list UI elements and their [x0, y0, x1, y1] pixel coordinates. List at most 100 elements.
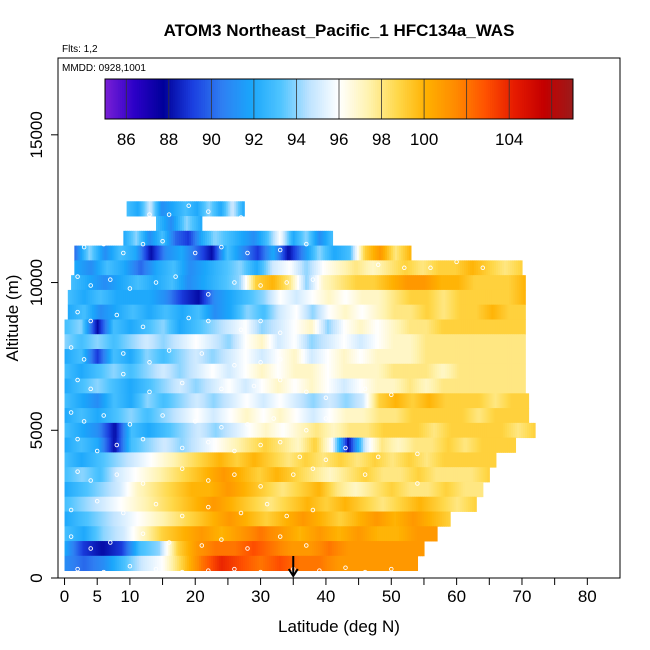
heatmap-cell — [161, 304, 165, 320]
heatmap-cell — [126, 422, 130, 439]
heatmap-cell — [369, 319, 372, 335]
heatmap-cell — [240, 422, 244, 439]
heatmap-cell — [132, 260, 135, 276]
heatmap-cell — [482, 260, 485, 276]
sample-point — [389, 392, 394, 398]
sample-point — [121, 351, 126, 356]
heatmap-cell — [192, 319, 196, 335]
heatmap-cell — [183, 304, 187, 320]
heatmap-cell — [395, 555, 398, 572]
heatmap-cell — [204, 408, 208, 424]
heatmap-cell — [451, 304, 454, 320]
heatmap-cell — [184, 467, 188, 483]
heatmap-cell — [122, 363, 126, 379]
heatmap-cell — [132, 496, 136, 512]
heatmap-cell — [245, 289, 249, 306]
heatmap-cell — [80, 481, 84, 498]
heatmap-cell — [72, 349, 76, 365]
heatmap-cell — [398, 511, 401, 527]
heatmap-cell — [162, 201, 166, 217]
heatmap-cell — [252, 511, 255, 527]
heatmap-cell — [376, 422, 380, 439]
heatmap-cell — [513, 275, 516, 291]
heatmap-cell — [144, 541, 148, 557]
heatmap-cell — [385, 363, 388, 379]
heatmap-cell — [298, 319, 302, 335]
heatmap-cell — [150, 378, 154, 394]
heatmap-cell — [162, 378, 166, 394]
heatmap-cell — [124, 245, 128, 261]
heatmap-cell — [168, 496, 172, 512]
heatmap-cell — [443, 467, 446, 483]
heatmap-cell — [234, 496, 238, 512]
heatmap-cell — [491, 363, 494, 379]
heatmap-cell — [384, 526, 388, 542]
heatmap-cell — [314, 319, 318, 335]
heatmap-cell — [298, 260, 301, 276]
heatmap-cell — [342, 260, 345, 276]
heatmap-cell — [184, 363, 188, 379]
heatmap-cell — [482, 393, 486, 409]
heatmap-cell — [278, 245, 282, 261]
heatmap-cell — [223, 289, 227, 306]
heatmap-cell — [126, 378, 130, 394]
heatmap-cell — [338, 526, 342, 542]
heatmap-cell — [388, 245, 392, 261]
heatmap-cell — [159, 289, 163, 306]
heatmap-cell — [84, 467, 88, 483]
heatmap-cell — [421, 289, 424, 306]
heatmap-cell — [445, 452, 449, 468]
heatmap-cell — [312, 467, 316, 483]
heatmap-cell — [226, 555, 230, 572]
heatmap-cell — [112, 260, 115, 276]
heatmap-cell — [96, 363, 100, 379]
heatmap-cell — [210, 541, 213, 557]
heatmap-cell — [246, 422, 250, 439]
heatmap-cell — [218, 526, 222, 542]
heatmap-cell — [114, 319, 118, 335]
heatmap-cell — [501, 275, 504, 291]
heatmap-cell — [377, 363, 380, 379]
heatmap-cell — [238, 437, 242, 453]
heatmap-cell — [322, 230, 326, 247]
heatmap-cell — [262, 245, 266, 261]
heatmap-cell — [159, 304, 163, 320]
heatmap-cell — [401, 319, 404, 335]
heatmap-cell — [252, 452, 255, 468]
heatmap-cell — [216, 511, 219, 527]
heatmap-cell — [304, 452, 307, 468]
heatmap-cell — [272, 541, 275, 557]
heatmap-cell — [292, 541, 295, 557]
heatmap-cell — [242, 526, 246, 542]
heatmap-cell — [220, 260, 223, 276]
heatmap-cell — [118, 393, 122, 409]
heatmap-cell — [280, 511, 283, 527]
heatmap-cell — [312, 230, 316, 247]
heatmap-cell — [222, 408, 226, 424]
heatmap-cell — [310, 496, 313, 512]
heatmap-cell — [400, 393, 404, 409]
heatmap-cell — [138, 260, 141, 276]
heatmap-cell — [508, 393, 512, 409]
heatmap-cell — [409, 378, 412, 394]
heatmap-cell — [415, 378, 418, 394]
heatmap-cell — [234, 245, 238, 261]
heatmap-cell — [335, 275, 338, 291]
heatmap-cell — [232, 511, 235, 527]
heatmap-cell — [198, 245, 202, 261]
heatmap-cell — [286, 378, 290, 394]
heatmap-cell — [425, 437, 428, 453]
heatmap-cell — [122, 481, 126, 498]
heatmap-cell — [229, 304, 233, 320]
heatmap-cell — [483, 334, 486, 350]
heatmap-cell — [410, 511, 413, 527]
heatmap-cell — [429, 319, 432, 335]
heatmap-cell — [471, 334, 474, 350]
heatmap-cell — [470, 393, 474, 409]
heatmap-cell — [138, 334, 142, 350]
heatmap-cell — [258, 496, 261, 512]
heatmap-cell — [194, 378, 198, 394]
heatmap-cell — [449, 467, 452, 483]
heatmap-cell — [189, 275, 192, 291]
heatmap-cell — [172, 363, 176, 379]
